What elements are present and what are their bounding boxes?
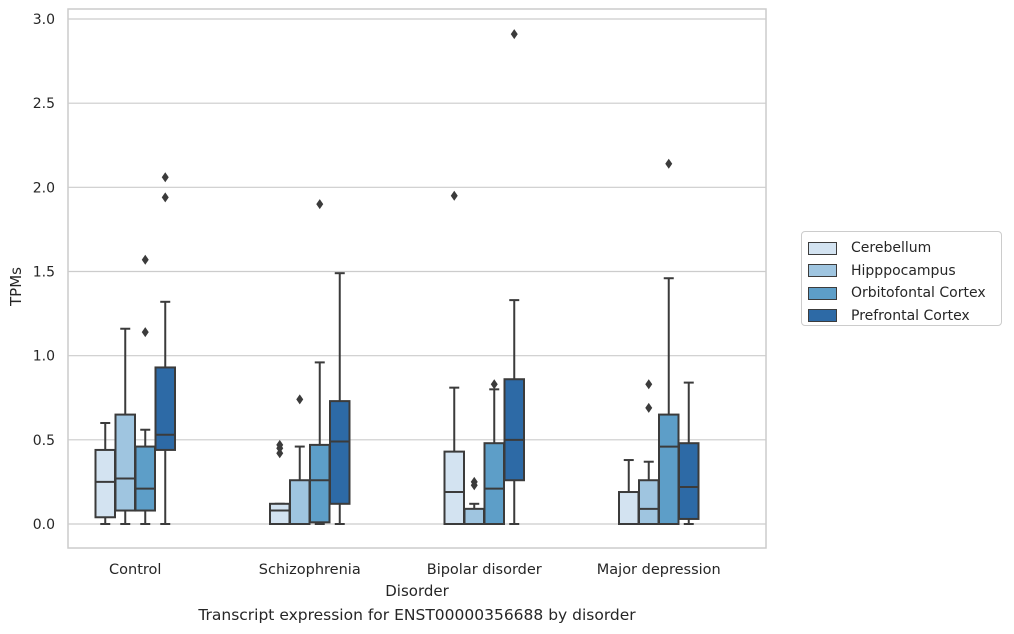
chart-caption: Transcript expression for ENST0000035668… — [198, 606, 636, 624]
grid-lines — [68, 18, 766, 525]
box-3-2 — [658, 158, 680, 526]
box-iqr — [269, 502, 291, 525]
box-iqr — [463, 507, 485, 526]
legend-label-prefrontal: Prefrontal Cortex — [851, 307, 970, 324]
box-2-3 — [503, 29, 525, 525]
legend-item-prefrontal: Prefrontal Cortex — [808, 305, 1001, 328]
outlier-point — [161, 192, 169, 203]
legend-item-hippocampus: Hipppocampus — [808, 260, 1001, 283]
plot-frame — [67, 8, 767, 549]
outlier-point — [510, 29, 518, 40]
box-iqr — [618, 491, 640, 525]
outlier-point — [141, 327, 149, 338]
y-tick-label: 0.5 — [33, 433, 55, 449]
y-tick-label: 1.5 — [33, 265, 55, 281]
box-1-2 — [309, 199, 331, 525]
outlier-point — [490, 379, 498, 390]
x-axis-ticks: Control Schizophrenia Bipolar disorder Majo… — [109, 562, 721, 578]
legend-swatch-cerebellum — [808, 241, 837, 255]
box-iqr — [309, 443, 331, 524]
x-tick-label: Control — [109, 562, 161, 578]
box-0-1 — [114, 327, 136, 525]
box-iqr — [94, 448, 116, 519]
box-iqr — [678, 442, 700, 520]
y-tick-label: 2.5 — [33, 96, 55, 112]
box-iqr — [329, 400, 351, 505]
box-1-1 — [289, 394, 311, 526]
outlier-point — [645, 402, 653, 413]
box-3-3 — [678, 381, 700, 525]
outlier-point — [141, 254, 149, 265]
legend-item-orbitofrontal: Orbitofontal Cortex — [808, 282, 1001, 305]
box-2-0 — [443, 190, 465, 525]
x-tick-label: Major depression — [597, 562, 721, 578]
box-iqr — [483, 442, 505, 526]
box-0-0 — [94, 422, 116, 525]
box-iqr — [658, 413, 680, 526]
outlier-point — [450, 190, 458, 201]
legend-item-cerebellum: Cerebellum — [808, 237, 1001, 260]
box-groups — [94, 29, 700, 526]
legend-label-orbitofrontal: Orbitofontal Cortex — [851, 285, 986, 302]
legend-swatch-orbitofrontal — [808, 286, 837, 300]
outlier-point — [161, 172, 169, 183]
y-axis-ticks: 0.0 0.5 1.0 1.5 2.0 2.5 3.0 — [33, 12, 55, 533]
legend-label-cerebellum: Cerebellum — [851, 240, 932, 257]
y-tick-label: 2.0 — [33, 180, 55, 196]
box-iqr — [503, 378, 525, 482]
box-0-2 — [134, 254, 156, 525]
box-iqr — [289, 479, 311, 526]
y-tick-label: 3.0 — [33, 12, 55, 28]
box-3-1 — [638, 379, 660, 526]
legend-swatch-prefrontal — [808, 309, 837, 323]
box-0-3 — [154, 172, 176, 525]
box-iqr — [154, 366, 176, 451]
outlier-point — [276, 448, 284, 459]
box-iqr — [638, 479, 660, 526]
x-tick-label: Schizophrenia — [259, 562, 361, 578]
box-1-0 — [269, 439, 291, 525]
outlier-point — [645, 379, 653, 390]
outlier-point — [665, 158, 673, 169]
outlier-point — [316, 199, 324, 210]
x-tick-label: Bipolar disorder — [427, 562, 542, 578]
box-iqr — [134, 445, 156, 512]
box-iqr — [114, 413, 136, 512]
outlier-point — [276, 439, 284, 450]
box-1-3 — [329, 272, 351, 525]
y-tick-label: 0.0 — [33, 517, 55, 533]
legend: Cerebellum Hipppocampus Orbitofontal Cor… — [801, 231, 1002, 326]
y-tick-label: 1.0 — [33, 349, 55, 365]
x-axis-label: Disorder — [385, 582, 449, 600]
box-2-1 — [463, 476, 485, 526]
outlier-point — [296, 394, 304, 405]
legend-swatch-hippocampus — [808, 264, 837, 278]
box-2-2 — [483, 379, 505, 526]
legend-label-hippocampus: Hipppocampus — [851, 262, 956, 279]
box-3-0 — [618, 459, 640, 525]
outlier-point — [470, 476, 478, 487]
y-axis-label: TPMs — [7, 267, 25, 307]
box-iqr — [443, 450, 465, 525]
